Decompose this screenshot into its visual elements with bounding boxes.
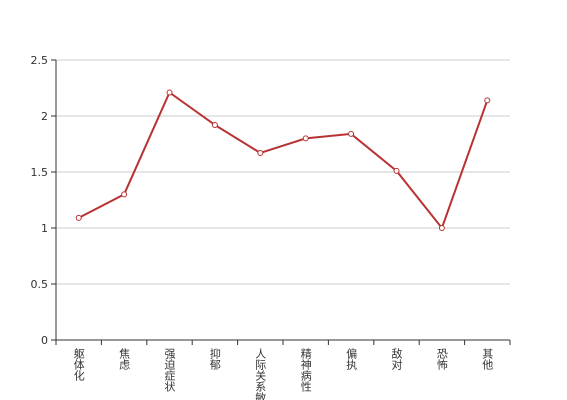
point xyxy=(121,191,128,198)
point xyxy=(484,97,491,104)
point xyxy=(302,135,309,142)
y-tick-label: 2 xyxy=(41,110,48,123)
x-tick-label: 精神病性 xyxy=(299,348,312,393)
point xyxy=(166,89,173,96)
x-tick-label: 强迫症状 xyxy=(163,348,176,392)
x-tick-label: 人际关系敏感 xyxy=(254,348,267,400)
x-tick-label: 敌对 xyxy=(390,347,403,370)
y-tick-label: 2.5 xyxy=(31,54,49,67)
x-tick-label: 抑郁 xyxy=(208,347,221,370)
y-tick-label: 1.5 xyxy=(31,166,49,179)
y-tick-label: 0 xyxy=(41,334,48,347)
x-tick-label: 躯体化 xyxy=(72,348,85,382)
x-tick-label: 其他 xyxy=(481,348,494,370)
y-tick-label: 1 xyxy=(41,222,48,235)
x-tick-label: 恐怖 xyxy=(435,348,448,370)
point xyxy=(438,225,445,231)
line xyxy=(78,90,489,231)
point xyxy=(211,121,218,128)
x-tick-label: 偏执 xyxy=(345,347,358,371)
y-tick-label: 0.5 xyxy=(31,278,49,291)
point xyxy=(75,214,82,221)
point xyxy=(348,130,355,137)
point xyxy=(393,167,400,174)
x-tick-label: 焦虑 xyxy=(118,348,131,370)
point xyxy=(257,149,264,156)
